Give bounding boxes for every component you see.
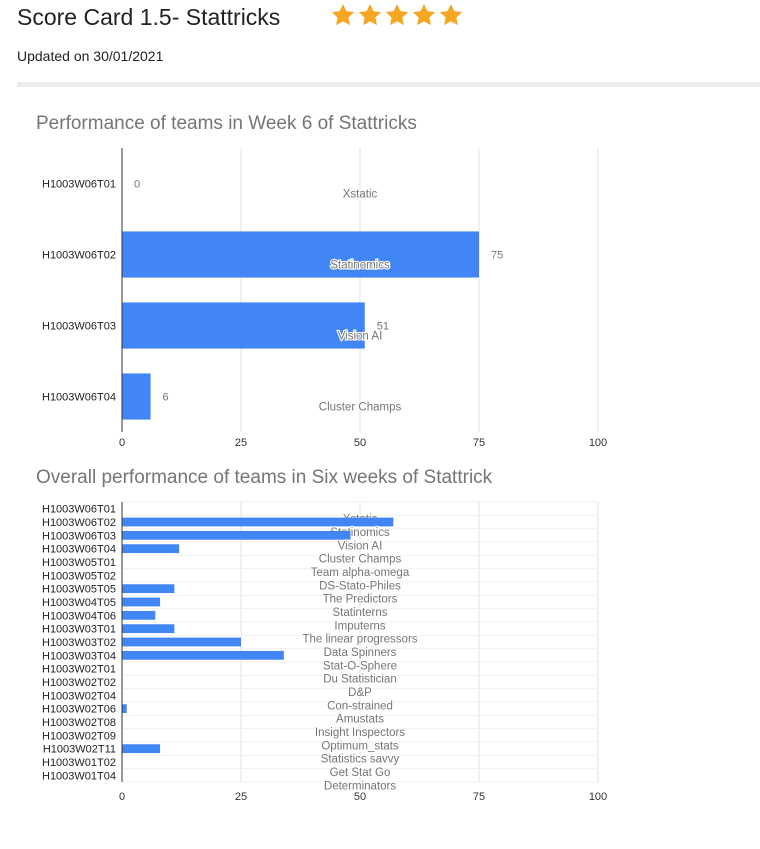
category-label: H1003W05T05 (42, 584, 116, 596)
team-annotation: Xstatic (343, 189, 378, 201)
category-label: H1003W03T02 (42, 637, 116, 649)
bar (122, 517, 394, 527)
category-label: H1003W06T02 (42, 517, 116, 529)
x-tick-label: 100 (589, 437, 607, 449)
team-annotation: Statistics savvy (321, 754, 400, 766)
team-annotation: D&P (348, 687, 372, 699)
x-tick-label: 0 (119, 791, 125, 803)
bar (122, 530, 351, 540)
x-tick-label: 0 (119, 437, 125, 449)
category-label: H1003W01T02 (42, 757, 116, 769)
category-label: H1003W02T11 (43, 744, 116, 756)
value-label: 6 (163, 392, 169, 404)
x-tick-label: 75 (473, 791, 485, 803)
category-label: H1003W02T01 (42, 664, 116, 676)
team-annotation: Stat-O-Sphere (323, 660, 397, 672)
bar (122, 650, 284, 660)
bar (122, 744, 161, 754)
team-annotation: Statinterns (333, 607, 388, 619)
team-annotation: The linear progressors (302, 634, 417, 646)
bar (122, 610, 156, 620)
page-title: Score Card 1.5- Stattricks (17, 4, 281, 30)
x-tick-label: 25 (235, 437, 247, 449)
category-label: H1003W06T02 (42, 250, 116, 262)
category-label: H1003W05T02 (42, 570, 116, 582)
x-tick-label: 100 (589, 791, 607, 803)
team-annotation: Data Spinners (324, 647, 397, 659)
team-annotation: Statinomics (330, 260, 390, 272)
team-annotation: The Predictors (323, 594, 398, 606)
team-annotation: Imputerns (334, 620, 385, 632)
category-label: H1003W06T03 (42, 321, 116, 333)
category-label: H1003W04T05 (42, 597, 116, 609)
team-annotation: Determinators (324, 780, 396, 792)
category-label: H1003W02T06 (42, 704, 116, 716)
category-label: H1003W02T02 (42, 677, 116, 689)
x-tick-label: 50 (354, 437, 366, 449)
bar (122, 373, 151, 420)
team-annotation: Con-strained (327, 700, 393, 712)
bar (122, 597, 161, 607)
team-annotation: DS-Stato-Philes (319, 580, 401, 592)
category-label: H1003W01T04 (42, 770, 116, 782)
week6-bar-chart: 0 25 50 75 100 H1003W06T01 0 Xstatic H1003W06T02… (42, 148, 607, 449)
x-tick-label: 25 (235, 791, 247, 803)
value-label: 0 (134, 179, 140, 191)
team-annotation: Cluster Champs (319, 554, 402, 566)
bar (122, 302, 365, 349)
category-label: H1003W05T01 (42, 557, 116, 569)
x-tick-label: 75 (473, 437, 485, 449)
header-divider (17, 82, 760, 87)
team-annotation: Cluster Champs (319, 402, 402, 414)
category-label: H1003W02T04 (42, 690, 116, 702)
star-icon (412, 3, 436, 26)
star-icon (385, 3, 409, 26)
star-icon (439, 3, 463, 26)
category-label: H1003W06T04 (42, 392, 116, 404)
category-label: H1003W06T01 (42, 504, 116, 516)
bar (122, 584, 175, 594)
team-annotation: Vision AI (338, 540, 383, 552)
rating-stars (330, 2, 464, 28)
updated-date: Updated on 30/01/2021 (17, 48, 164, 64)
team-annotation: Team alpha-omega (311, 567, 410, 579)
category-label: H1003W02T08 (42, 717, 116, 729)
category-label: H1003W03T04 (42, 650, 116, 662)
category-label: H1003W03T01 (42, 624, 116, 636)
category-label: H1003W06T03 (42, 530, 116, 542)
star-icon (331, 3, 355, 26)
category-label: H1003W02T09 (42, 730, 116, 742)
team-annotation: Du Statistician (323, 674, 397, 686)
category-label: H1003W06T04 (42, 544, 116, 556)
x-tick-label: 50 (354, 791, 366, 803)
team-annotation: Optimum_stats (321, 740, 399, 752)
star-icon (358, 3, 382, 26)
bar (122, 624, 175, 634)
bar (122, 637, 241, 647)
category-label: H1003W06T01 (42, 179, 116, 191)
team-annotation: Vision AI (338, 331, 383, 343)
overall-bar-chart: 0255075100H1003W06T01XstaticH1003W06T02S… (42, 501, 607, 803)
bar (122, 544, 180, 554)
value-label: 75 (491, 250, 503, 262)
value-label: 51 (377, 321, 389, 333)
team-annotation: Insight Inspectors (315, 727, 405, 739)
bar (122, 704, 127, 714)
bar (122, 231, 479, 278)
team-annotation: Get Stat Go (330, 767, 391, 779)
team-annotation: Amustats (336, 714, 384, 726)
chart2-title: Overall performance of teams in Six week… (36, 467, 493, 488)
chart1-title: Performance of teams in Week 6 of Stattr… (36, 113, 417, 134)
category-label: H1003W04T06 (42, 610, 116, 622)
